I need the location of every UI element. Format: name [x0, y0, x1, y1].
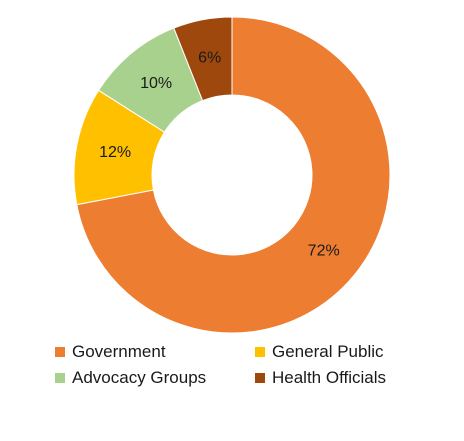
legend-swatch-health-officials: [255, 373, 265, 383]
legend-item-general-public: General Public: [255, 341, 415, 363]
legend-label-health-officials: Health Officials: [272, 368, 387, 387]
legend-item-government: Government: [55, 341, 255, 363]
legend-label-government: Government: [72, 342, 166, 361]
legend-item-advocacy-groups: Advocacy Groups: [55, 367, 255, 389]
legend-swatch-general-public: [255, 347, 265, 357]
data-labels-layer: 72% 12% 10% 6%: [99, 50, 340, 260]
legend-swatch-advocacy-groups: [55, 373, 65, 383]
legend-item-health-officials: Health Officials: [255, 367, 415, 389]
legend-swatch-government: [55, 347, 65, 357]
chart-legend: Government General Public Advocacy Group…: [55, 341, 415, 389]
slice-government: [76, 16, 391, 334]
slice-health-officials: [173, 16, 233, 102]
data-label-general-public: 12%: [99, 144, 131, 161]
data-label-advocacy-groups: 10%: [140, 75, 172, 92]
slices-layer: [73, 16, 391, 334]
data-label-health-officials: 6%: [198, 50, 221, 67]
data-label-government: 72%: [308, 242, 340, 259]
legend-label-advocacy-groups: Advocacy Groups: [72, 368, 207, 387]
legend-label-general-public: General Public: [272, 342, 384, 361]
